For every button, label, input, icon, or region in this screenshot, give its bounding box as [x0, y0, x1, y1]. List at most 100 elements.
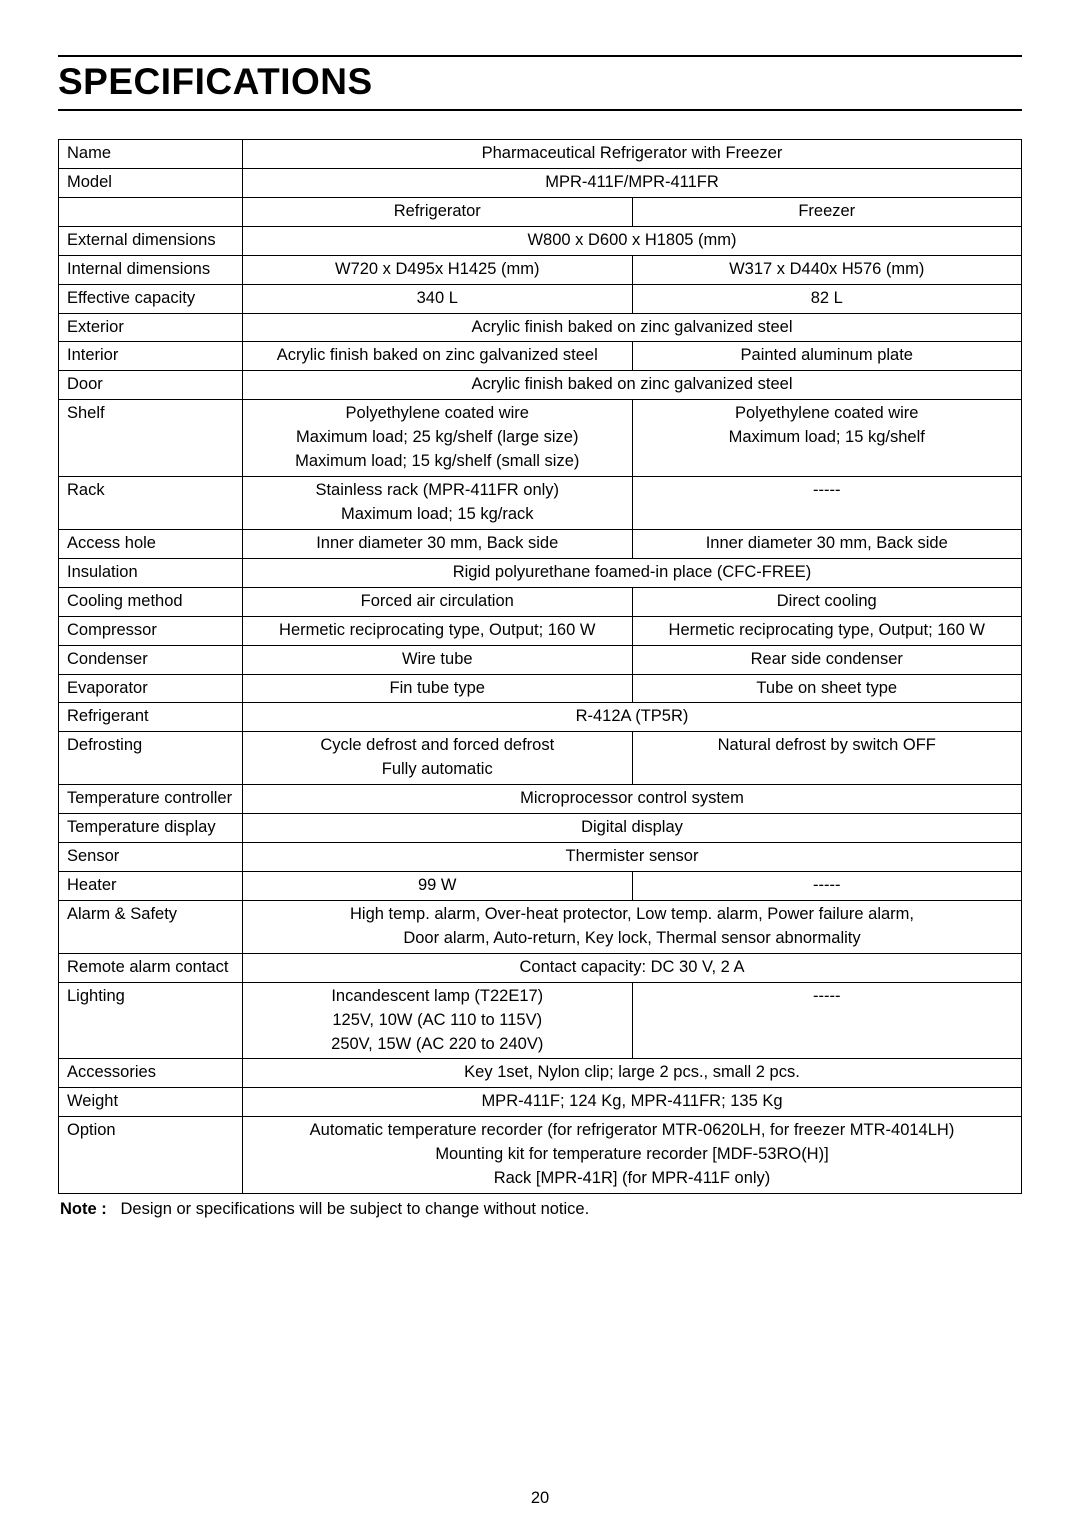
row-value: 82 L	[632, 284, 1022, 313]
row-label: Heater	[59, 871, 243, 900]
line: Maximum load; 25 kg/shelf (large size)	[249, 426, 626, 450]
table-row: Weight MPR-411F; 124 Kg, MPR-411FR; 135 …	[59, 1088, 1022, 1117]
line: Maximum load; 15 kg/shelf (small size)	[249, 450, 626, 474]
row-value: MPR-411F; 124 Kg, MPR-411FR; 135 Kg	[243, 1088, 1022, 1117]
row-value: Fin tube type	[243, 674, 633, 703]
page-number: 20	[0, 1489, 1080, 1508]
table-row: Door Acrylic finish baked on zinc galvan…	[59, 371, 1022, 400]
table-row: Compressor Hermetic reciprocating type, …	[59, 616, 1022, 645]
row-value: Direct cooling	[632, 587, 1022, 616]
table-row: Temperature controller Microprocessor co…	[59, 785, 1022, 814]
row-value: Acrylic finish baked on zinc galvanized …	[243, 371, 1022, 400]
row-value: Polyethylene coated wire Maximum load; 2…	[243, 400, 633, 477]
line: Fully automatic	[249, 758, 626, 782]
line: Automatic temperature recorder (for refr…	[249, 1119, 1015, 1143]
row-value: Forced air circulation	[243, 587, 633, 616]
row-value: -----	[632, 982, 1022, 1059]
row-value: W800 x D600 x H1805 (mm)	[243, 226, 1022, 255]
row-value: Stainless rack (MPR-411FR only) Maximum …	[243, 477, 633, 530]
row-value: Cycle defrost and forced defrost Fully a…	[243, 732, 633, 785]
row-label: Cooling method	[59, 587, 243, 616]
table-row: Option Automatic temperature recorder (f…	[59, 1117, 1022, 1194]
row-label: Effective capacity	[59, 284, 243, 313]
line: Cycle defrost and forced defrost	[249, 734, 626, 758]
table-row: Temperature display Digital display	[59, 814, 1022, 843]
table-row: Access hole Inner diameter 30 mm, Back s…	[59, 529, 1022, 558]
row-value: Inner diameter 30 mm, Back side	[243, 529, 633, 558]
row-label: Exterior	[59, 313, 243, 342]
table-row: Heater 99 W -----	[59, 871, 1022, 900]
row-label: Remote alarm contact	[59, 953, 243, 982]
row-value: Key 1set, Nylon clip; large 2 pcs., smal…	[243, 1059, 1022, 1088]
row-label: Access hole	[59, 529, 243, 558]
row-label: Condenser	[59, 645, 243, 674]
row-value: Rigid polyurethane foamed-in place (CFC-…	[243, 558, 1022, 587]
row-label: Lighting	[59, 982, 243, 1059]
row-value: -----	[632, 871, 1022, 900]
table-row: Defrosting Cycle defrost and forced defr…	[59, 732, 1022, 785]
row-label: Internal dimensions	[59, 255, 243, 284]
row-value: High temp. alarm, Over-heat protector, L…	[243, 900, 1022, 953]
row-value: Incandescent lamp (T22E17) 125V, 10W (AC…	[243, 982, 633, 1059]
row-label: Model	[59, 168, 243, 197]
table-row: Model MPR-411F/MPR-411FR	[59, 168, 1022, 197]
row-label: Defrosting	[59, 732, 243, 785]
row-label: Door	[59, 371, 243, 400]
row-value: W317 x D440x H576 (mm)	[632, 255, 1022, 284]
line: Incandescent lamp (T22E17)	[249, 985, 626, 1009]
note: Note : Design or specifications will be …	[58, 1200, 1022, 1219]
row-value: R-412A (TP5R)	[243, 703, 1022, 732]
table-row: Exterior Acrylic finish baked on zinc ga…	[59, 313, 1022, 342]
row-label: Compressor	[59, 616, 243, 645]
line: Door alarm, Auto-return, Key lock, Therm…	[249, 927, 1015, 951]
table-row: Effective capacity 340 L 82 L	[59, 284, 1022, 313]
table-row: Alarm & Safety High temp. alarm, Over-he…	[59, 900, 1022, 953]
table-row: Name Pharmaceutical Refrigerator with Fr…	[59, 140, 1022, 169]
row-label: Insulation	[59, 558, 243, 587]
row-value: Inner diameter 30 mm, Back side	[632, 529, 1022, 558]
line: Maximum load; 15 kg/rack	[249, 503, 626, 527]
row-value: -----	[632, 477, 1022, 530]
table-row: Remote alarm contact Contact capacity: D…	[59, 953, 1022, 982]
row-value: Rear side condenser	[632, 645, 1022, 674]
row-value: 99 W	[243, 871, 633, 900]
row-label: Sensor	[59, 843, 243, 872]
row-value: MPR-411F/MPR-411FR	[243, 168, 1022, 197]
row-value: Tube on sheet type	[632, 674, 1022, 703]
row-label: Refrigerant	[59, 703, 243, 732]
row-value: Hermetic reciprocating type, Output; 160…	[632, 616, 1022, 645]
row-value: Thermister sensor	[243, 843, 1022, 872]
row-value: Contact capacity: DC 30 V, 2 A	[243, 953, 1022, 982]
line: Mounting kit for temperature recorder [M…	[249, 1143, 1015, 1167]
note-text: Design or specifications will be subject…	[121, 1200, 590, 1218]
table-row: Shelf Polyethylene coated wire Maximum l…	[59, 400, 1022, 477]
row-value: Hermetic reciprocating type, Output; 160…	[243, 616, 633, 645]
row-label: Shelf	[59, 400, 243, 477]
row-label: Weight	[59, 1088, 243, 1117]
table-row: Refrigerant R-412A (TP5R)	[59, 703, 1022, 732]
row-value: 340 L	[243, 284, 633, 313]
line: Maximum load; 15 kg/shelf	[639, 426, 1016, 450]
row-value: W720 x D495x H1425 (mm)	[243, 255, 633, 284]
row-value: Painted aluminum plate	[632, 342, 1022, 371]
row-value: Pharmaceutical Refrigerator with Freezer	[243, 140, 1022, 169]
table-row: Interior Acrylic finish baked on zinc ga…	[59, 342, 1022, 371]
table-row: External dimensions W800 x D600 x H1805 …	[59, 226, 1022, 255]
row-value: Microprocessor control system	[243, 785, 1022, 814]
row-label: Evaporator	[59, 674, 243, 703]
row-value: Acrylic finish baked on zinc galvanized …	[243, 313, 1022, 342]
table-row: Lighting Incandescent lamp (T22E17) 125V…	[59, 982, 1022, 1059]
table-row: Condenser Wire tube Rear side condenser	[59, 645, 1022, 674]
row-value: Polyethylene coated wire Maximum load; 1…	[632, 400, 1022, 477]
table-row: Accessories Key 1set, Nylon clip; large …	[59, 1059, 1022, 1088]
specifications-table: Name Pharmaceutical Refrigerator with Fr…	[58, 139, 1022, 1194]
row-value: Automatic temperature recorder (for refr…	[243, 1117, 1022, 1194]
page-title: SPECIFICATIONS	[58, 61, 1022, 103]
note-label: Note :	[60, 1200, 107, 1218]
row-label: Option	[59, 1117, 243, 1194]
column-header-refrigerator: Refrigerator	[243, 197, 633, 226]
row-label: External dimensions	[59, 226, 243, 255]
row-label: Rack	[59, 477, 243, 530]
line: 250V, 15W (AC 220 to 240V)	[249, 1033, 626, 1057]
line: High temp. alarm, Over-heat protector, L…	[249, 903, 1015, 927]
